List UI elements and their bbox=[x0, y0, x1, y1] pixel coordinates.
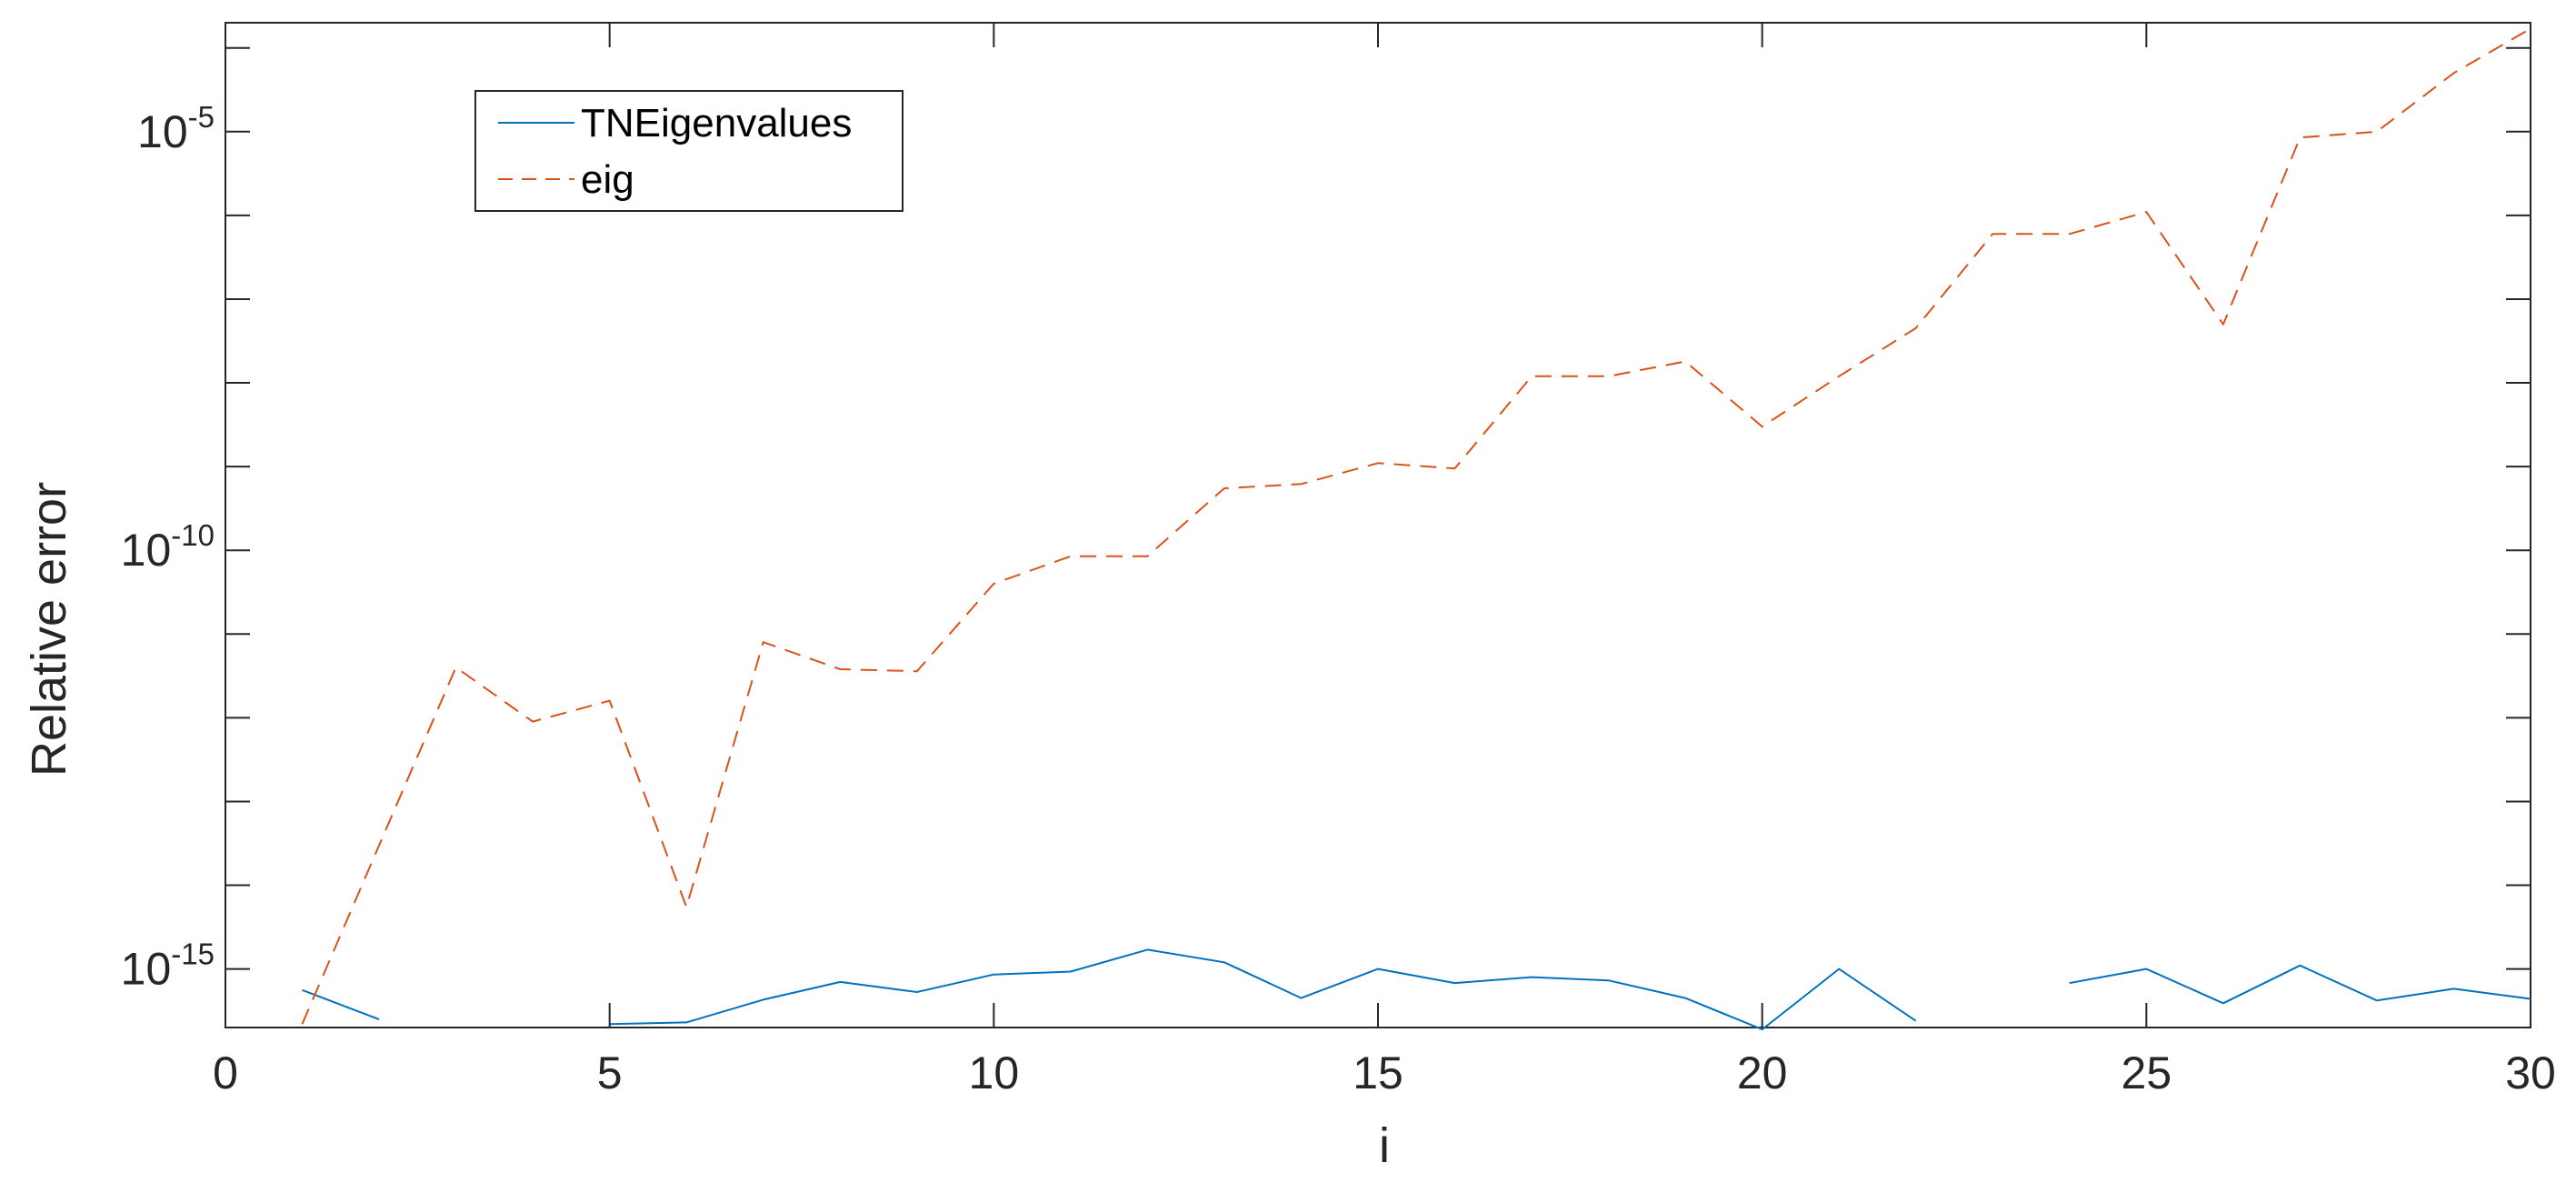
legend-label-eig: eig bbox=[581, 157, 634, 202]
x-tick-label: 20 bbox=[1737, 1048, 1788, 1098]
ticks-layer bbox=[225, 23, 2531, 1028]
x-tick-label: 15 bbox=[1353, 1048, 1403, 1098]
series-line-tneigenvalues-segment-1 bbox=[302, 988, 380, 1021]
y-tick-label: 10-10 bbox=[121, 518, 215, 576]
legend: TNEigenvalues eig bbox=[474, 90, 904, 212]
y-tick-label: 10-15 bbox=[121, 937, 215, 995]
x-tick-label: 30 bbox=[2505, 1048, 2556, 1098]
series-layer bbox=[301, 27, 2531, 1031]
x-tick-label: 25 bbox=[2122, 1048, 2172, 1098]
tick-labels-layer: 0 5 10 15 20 25 30 10-15 10-10 10-5 bbox=[121, 100, 2556, 1098]
series-line-eig-segment-1 bbox=[301, 27, 2531, 1025]
series-line-tneigenvalues-segment-2 bbox=[609, 948, 1917, 1031]
y-tick-label: 10-5 bbox=[137, 100, 215, 157]
x-axis-label: i bbox=[1379, 1118, 1390, 1173]
legend-label-tneigenvalues: TNEigenvalues bbox=[581, 101, 852, 145]
legend-box bbox=[474, 90, 904, 212]
y-axis-label: Relative error bbox=[22, 482, 76, 777]
series-line-tneigenvalues-segment-3 bbox=[2069, 964, 2531, 1005]
x-tick-label: 5 bbox=[597, 1048, 623, 1098]
x-tick-label: 0 bbox=[213, 1048, 238, 1098]
x-tick-label: 10 bbox=[969, 1048, 1020, 1098]
